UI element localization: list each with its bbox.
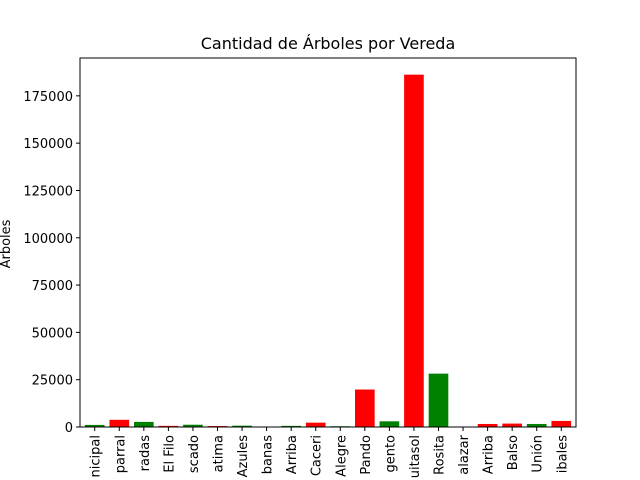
x-tick-label-1: parral (113, 435, 128, 473)
bar-2 (134, 421, 154, 427)
x-tick-label-7: banas (261, 435, 276, 474)
x-tick-label-9: Caceri (310, 435, 325, 476)
x-tick-label-4: scado (187, 435, 202, 473)
x-tick-label-19: ibales (555, 435, 570, 473)
x-tick-label-11: Pando (359, 435, 374, 475)
bar-19 (551, 420, 572, 427)
bar-9 (305, 422, 326, 427)
bar-18 (526, 423, 547, 427)
y-tick-label-7: 175000 (23, 90, 73, 105)
bars-group (84, 74, 572, 428)
x-tick-label-0: nicipal (89, 435, 104, 477)
x-tick-label-8: Arriba (285, 435, 300, 474)
y-axis: 0 25000 50000 75000 100000 125000 150000 175000 (23, 90, 80, 436)
bar-13 (404, 74, 424, 428)
x-tick-label-10: Alegre (334, 435, 349, 477)
y-tick-label-4: 100000 (23, 232, 73, 247)
plot-frame (79, 57, 577, 428)
y-tick-label-2: 50000 (32, 326, 73, 341)
x-axis: nicipal parral radas El Filo scado atima Azule… (89, 427, 570, 478)
y-tick-label-0: 0 (65, 421, 73, 436)
x-tick-label-6: Azules (236, 435, 251, 478)
bar-16 (477, 423, 498, 427)
x-tick-label-14: Rosita (432, 435, 447, 475)
x-tick-label-18: Unión (531, 435, 546, 473)
bar-1 (109, 419, 130, 427)
x-tick-label-2: radas (138, 435, 153, 472)
x-tick-label-17: Balso (506, 435, 521, 470)
bar-8 (281, 425, 301, 427)
x-tick-label-13: uitasol (408, 435, 423, 478)
bar-4 (183, 424, 203, 427)
bar-3 (158, 425, 179, 427)
y-tick-label-3: 75000 (32, 279, 73, 294)
y-tick-label-5: 125000 (23, 184, 73, 199)
y-tick-label-1: 25000 (32, 374, 73, 389)
bar-6 (232, 425, 252, 427)
y-tick-label-6: 150000 (23, 137, 73, 152)
bar-0 (84, 424, 105, 427)
x-tick-label-12: gento (383, 435, 398, 473)
x-tick-label-16: Arriba (482, 435, 497, 474)
x-tick-label-15: alazar (457, 434, 472, 474)
y-axis-label: Árboles (0, 219, 14, 268)
x-tick-label-3: El Filo (162, 435, 177, 473)
chart-title: Cantidad de Árboles por Vereda (201, 34, 456, 53)
bar-12 (379, 421, 400, 427)
bar-11 (355, 389, 375, 427)
bar-17 (502, 423, 522, 427)
bar-14 (428, 373, 449, 427)
x-tick-label-5: atima (212, 435, 227, 472)
